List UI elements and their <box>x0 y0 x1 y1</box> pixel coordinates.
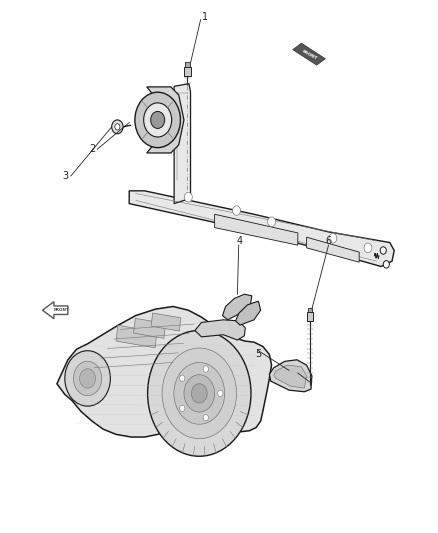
Polygon shape <box>215 214 298 245</box>
Bar <box>134 318 166 338</box>
Polygon shape <box>274 365 307 388</box>
Circle shape <box>268 217 276 227</box>
Polygon shape <box>147 87 184 153</box>
Circle shape <box>218 390 223 397</box>
Polygon shape <box>269 360 312 392</box>
Circle shape <box>180 405 185 411</box>
Polygon shape <box>174 84 191 204</box>
Circle shape <box>144 103 172 137</box>
Circle shape <box>329 233 337 243</box>
Text: FRONT: FRONT <box>301 49 318 61</box>
Circle shape <box>74 361 102 395</box>
Circle shape <box>148 330 251 456</box>
Bar <box>151 313 181 331</box>
Bar <box>307 312 313 321</box>
Circle shape <box>162 348 237 439</box>
Circle shape <box>184 375 215 412</box>
Circle shape <box>184 192 192 202</box>
Circle shape <box>233 206 240 215</box>
Text: FRONT: FRONT <box>53 308 69 312</box>
Circle shape <box>151 111 165 128</box>
Bar <box>185 62 190 67</box>
Text: 6: 6 <box>325 236 332 246</box>
Circle shape <box>364 243 372 253</box>
Circle shape <box>380 247 386 254</box>
Polygon shape <box>307 237 359 262</box>
Polygon shape <box>173 112 182 128</box>
Polygon shape <box>129 191 394 266</box>
Bar <box>308 308 312 312</box>
Bar <box>116 325 157 348</box>
Text: 1: 1 <box>202 12 208 22</box>
Text: 4: 4 <box>237 236 243 246</box>
Circle shape <box>65 351 110 406</box>
Circle shape <box>135 92 180 148</box>
Circle shape <box>383 261 389 268</box>
Circle shape <box>174 362 225 424</box>
Polygon shape <box>293 43 325 65</box>
Polygon shape <box>223 294 252 320</box>
Circle shape <box>180 375 185 382</box>
Circle shape <box>80 369 95 388</box>
Circle shape <box>115 124 120 130</box>
Text: 2: 2 <box>89 144 95 154</box>
Polygon shape <box>195 320 245 340</box>
Polygon shape <box>236 301 261 325</box>
Text: 5: 5 <box>255 350 261 359</box>
Circle shape <box>112 120 123 134</box>
Circle shape <box>203 415 208 421</box>
Circle shape <box>203 366 208 372</box>
Text: 3: 3 <box>63 171 69 181</box>
Polygon shape <box>57 306 272 437</box>
Bar <box>184 67 191 76</box>
Circle shape <box>191 384 207 403</box>
Polygon shape <box>42 302 68 319</box>
